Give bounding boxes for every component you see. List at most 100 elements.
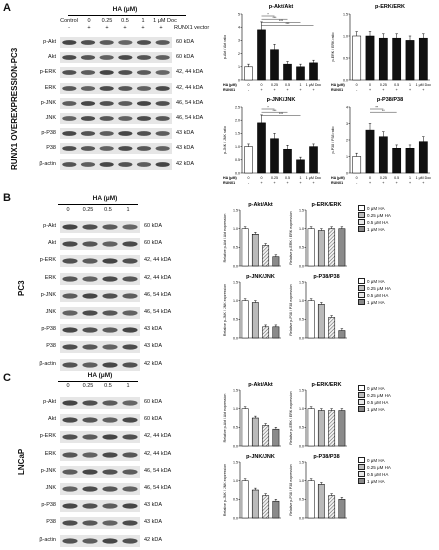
bar: [392, 37, 402, 81]
y-tick-label: 0.5: [233, 318, 238, 322]
x-tick-label: 1 μM Doc: [306, 176, 322, 180]
legend-item: 1 μM HA: [358, 406, 385, 412]
blot-band: [82, 241, 98, 247]
blot-band-strip: [60, 113, 172, 124]
blot-row-label: P38: [46, 343, 56, 350]
lane-label: 0: [66, 383, 70, 389]
bar: [283, 63, 292, 81]
blot-background: [60, 517, 140, 530]
legend-swatch: [358, 278, 365, 284]
bar: [251, 234, 259, 267]
x-tick-label: 1: [409, 83, 411, 87]
blot-background: [60, 307, 140, 319]
bar: [309, 62, 318, 81]
runx-sign: +: [395, 180, 398, 185]
chart-title: p-ERK/ERK: [375, 4, 405, 10]
bar: [241, 408, 249, 447]
blot-row-label: β-actin: [39, 536, 56, 543]
y-tick-label: 4: [346, 105, 348, 109]
y-tick-label: 5: [238, 12, 240, 16]
blot-background: [60, 358, 140, 371]
blot-band: [82, 327, 98, 333]
blot-band: [122, 469, 138, 475]
blot-background: [60, 272, 140, 285]
panel-letter-b: B: [3, 192, 11, 204]
y-tick-label: 1.0: [233, 299, 238, 303]
legend-label: 0.5 μM HA: [367, 219, 389, 225]
sig-label: ***: [273, 109, 278, 113]
blot-row-kda: 42, 44 kDA: [176, 69, 204, 76]
chart-title: p-Akt/Akt: [248, 382, 273, 388]
bar: [317, 230, 325, 267]
bar: [338, 228, 346, 267]
x-header-label: HA (μM): [223, 83, 237, 87]
blot-band: [118, 116, 133, 121]
legend-label: 0 μM HA: [367, 205, 385, 211]
bar: [418, 141, 428, 174]
legend-label: 0 μM HA: [367, 278, 385, 284]
y-tick-label: 3: [238, 39, 240, 43]
bar: [307, 480, 315, 519]
blot-band-strip: [60, 500, 140, 513]
lane-label: 1: [126, 207, 130, 213]
bar: [283, 148, 292, 174]
runx-sign: +: [286, 180, 289, 185]
blot-band: [99, 116, 114, 121]
legend-item: 0 μM HA: [358, 385, 385, 391]
blot-band-strip: [60, 82, 172, 94]
legend-item: 0.5 μM HA: [358, 292, 388, 298]
blot-band: [80, 116, 96, 121]
runx-sign: +: [260, 87, 263, 92]
y-tick-label: 0: [346, 171, 348, 175]
legend-label: 0.5 μM HA: [367, 292, 389, 298]
y-tick-label: 0.0: [299, 516, 304, 520]
x-header-label: HA (μM): [223, 176, 237, 180]
blot-band: [155, 70, 170, 76]
bar-chart: p-P38/P38 Relative p-P38 / P38 expression…: [289, 454, 347, 520]
bar: [338, 330, 346, 339]
blot-band-strip: [60, 97, 172, 109]
legend-label: 0.25 μM HA: [367, 392, 391, 398]
blot-header-c: HA (μM): [87, 372, 113, 379]
blot-background: [60, 397, 140, 409]
blot-row-label: p-ERK: [39, 257, 56, 264]
blot-row-label: P38: [46, 519, 56, 526]
lane-label: 0.5: [121, 18, 129, 24]
y-tick-label: 0.0: [299, 336, 304, 340]
blot-band: [118, 161, 133, 167]
blot-band: [82, 344, 98, 351]
runx-label: RUNX1: [223, 181, 235, 185]
y-tick-label: 0.5: [233, 426, 238, 430]
bar-chart: p-ERK/ERK Relative p-ERK / ERK expression…: [289, 382, 347, 448]
legend-item: 0.5 μM HA: [358, 471, 388, 477]
bar: [338, 499, 346, 519]
blot-band: [62, 486, 78, 492]
blot-band: [118, 100, 133, 106]
y-tick-label: 2: [346, 138, 348, 142]
blot-row-kda: 60 kDA: [144, 416, 163, 423]
bar: [262, 245, 270, 267]
x-tick-label: 0.5: [285, 176, 290, 180]
blot-band: [62, 503, 78, 509]
legend-label: 0.25 μM HA: [367, 285, 391, 291]
blot-band: [136, 55, 152, 61]
blot-band: [102, 434, 118, 441]
blot-band: [99, 70, 114, 76]
runx-sign: +: [273, 87, 276, 92]
blot-band: [62, 469, 78, 475]
blot-band: [80, 131, 96, 137]
blot-row-kda: 42 kDA: [176, 160, 195, 167]
y-tick-label: 0.5: [233, 498, 238, 502]
y-tick-label: 0: [238, 78, 240, 82]
sig-label: ***: [286, 22, 291, 26]
blot-band: [82, 451, 98, 458]
blot-band-strip: [60, 238, 140, 251]
blot-band: [102, 224, 118, 230]
y-tick-label: 1.5: [299, 280, 304, 284]
runx-sign: +: [299, 180, 302, 185]
blot-band: [122, 327, 138, 333]
blot-band: [155, 85, 170, 91]
y-tick-label: 0.5: [299, 426, 304, 430]
blot-background: [60, 37, 172, 48]
blot-background: [60, 289, 140, 302]
